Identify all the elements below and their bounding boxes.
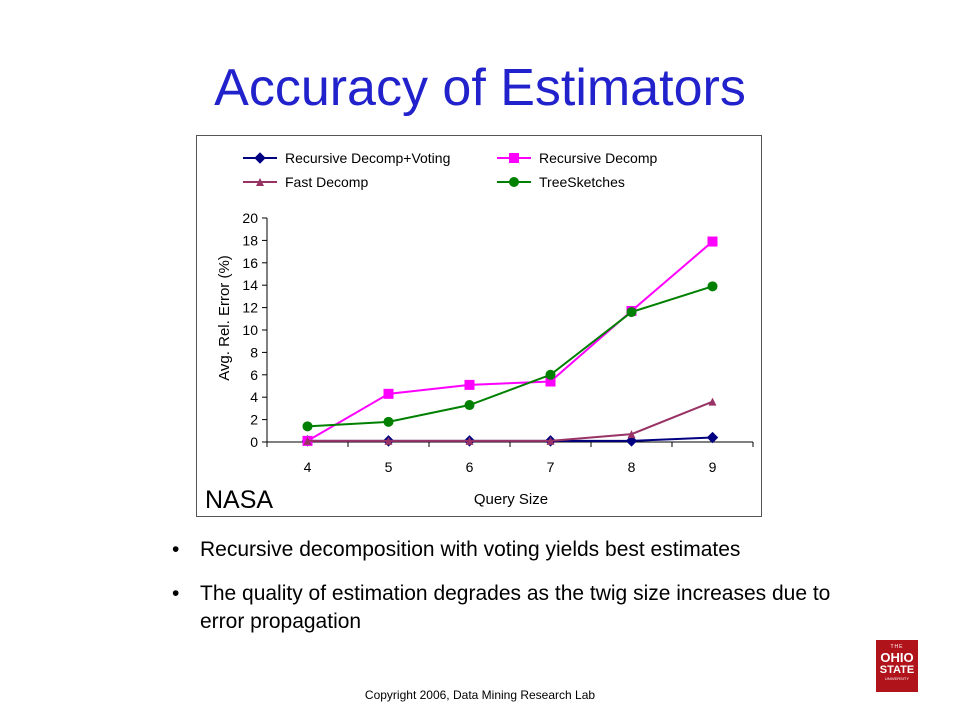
bullet-list: • Recursive decomposition with voting yi…: [172, 536, 832, 652]
data-point-square: [707, 236, 718, 247]
line-chart: Recursive Decomp+Voting Recursive Decomp F…: [196, 135, 762, 517]
data-point-triangle: [546, 436, 555, 445]
y-tick-label: 20: [242, 210, 258, 226]
chart-series: [301, 236, 719, 447]
x-tick-label: 5: [385, 459, 393, 475]
data-point-square: [383, 388, 394, 399]
data-point-square: [509, 153, 519, 163]
x-tick-label: 7: [547, 459, 555, 475]
x-tick-label: 6: [466, 459, 474, 475]
y-tick-label: 8: [250, 344, 258, 360]
dataset-label: NASA: [205, 486, 273, 514]
data-point-circle: [626, 307, 637, 318]
bullet-marker: •: [172, 582, 180, 605]
data-point-triangle: [384, 436, 393, 445]
y-tick-label: 6: [250, 367, 258, 383]
data-point-circle: [464, 400, 475, 411]
series-line: [307, 285, 713, 428]
data-point-triangle: [708, 397, 717, 406]
bullet-marker: •: [172, 538, 180, 561]
x-axis-label: Query Size: [474, 491, 548, 508]
y-tick-label: 18: [242, 232, 258, 248]
bullet-item: • Recursive decomposition with voting yi…: [172, 536, 832, 564]
legend-label: Recursive Decomp+Voting: [285, 150, 450, 166]
chart-canvas: Recursive Decomp+Voting Recursive Decomp F…: [205, 150, 754, 514]
bullet-text: Recursive decomposition with voting yiel…: [200, 538, 741, 561]
logo-line: OHIO: [880, 650, 914, 665]
y-tick-label: 16: [242, 255, 258, 271]
legend-label: Fast Decomp: [285, 174, 368, 190]
data-point-circle: [509, 177, 519, 187]
logo-line: STATE: [879, 664, 915, 676]
y-tick-label: 14: [242, 277, 258, 293]
y-tick-label: 12: [242, 300, 258, 316]
data-point-diamond: [706, 431, 719, 444]
data-point-square: [464, 379, 475, 390]
y-tick-label: 0: [250, 434, 258, 450]
x-tick-label: 8: [628, 459, 636, 475]
copyright-footer: Copyright 2006, Data Mining Research Lab: [364, 688, 596, 702]
logo-line: THE: [890, 644, 904, 650]
y-tick-label: 4: [250, 389, 258, 405]
data-point-diamond: [254, 152, 266, 164]
y-axis-label: Avg. Rel. Error (%): [216, 255, 233, 381]
data-point-diamond: [625, 435, 638, 447]
series-line: [307, 400, 713, 442]
data-point-circle: [302, 421, 313, 432]
series-line: [306, 240, 714, 442]
chart-axes: 0 2 4 6 8 10 12 14 16 18 20 4 5 6 7 8 9: [242, 210, 754, 475]
legend-label: TreeSketches: [539, 174, 625, 190]
y-tick-label: 10: [242, 322, 258, 338]
x-tick-label: 9: [709, 459, 717, 475]
data-point-triangle: [256, 178, 264, 186]
university-logo: THE OHIO STATE UNIVERSITY: [876, 640, 918, 692]
x-tick-label: 4: [304, 459, 312, 475]
legend-label: Recursive Decomp: [539, 150, 657, 166]
data-point-square: [545, 376, 556, 387]
chart-legend: Recursive Decomp+Voting Recursive Decomp F…: [243, 150, 657, 190]
data-point-triangle: [627, 430, 636, 439]
bullet-item: • The quality of estimation degrades as …: [172, 580, 832, 636]
slide-title: Accuracy of Estimators: [214, 59, 746, 117]
data-point-triangle: [303, 436, 312, 445]
logo-line: UNIVERSITY: [884, 676, 909, 681]
data-point-circle: [383, 416, 394, 427]
data-point-triangle: [465, 436, 474, 445]
data-point-circle: [545, 369, 556, 380]
y-tick-label: 2: [250, 412, 258, 428]
bullet-text: The quality of estimation degrades as th…: [200, 582, 831, 633]
data-point-circle: [707, 281, 718, 292]
